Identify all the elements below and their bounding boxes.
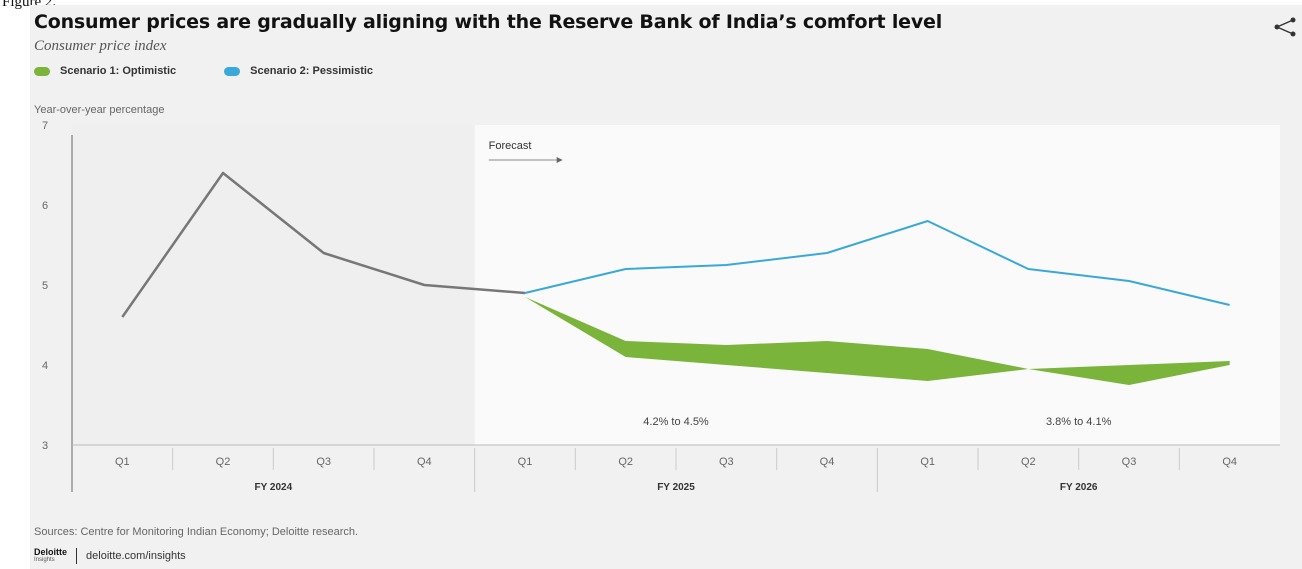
y-tick-label-1: 4 bbox=[42, 360, 48, 372]
share-icon[interactable] bbox=[1272, 16, 1298, 38]
x-tick-label-10: Q3 bbox=[1122, 456, 1137, 468]
x-tick-label-3: Q4 bbox=[417, 456, 432, 468]
y-tick-label-2: 5 bbox=[42, 280, 48, 292]
figure-label: Figure 2. bbox=[2, 0, 56, 10]
footer: Deloitte Insights deloitte.com/insights bbox=[34, 547, 186, 565]
x-tick-label-1: Q2 bbox=[216, 456, 231, 468]
x-tick-label-2: Q3 bbox=[316, 456, 331, 468]
source-note: Sources: Centre for Monitoring Indian Ec… bbox=[34, 526, 359, 538]
x-tick-label-11: Q4 bbox=[1222, 456, 1237, 468]
legend-swatch-optimistic bbox=[34, 66, 50, 76]
fiscal-year-label-1: FY 2025 bbox=[657, 482, 695, 493]
fiscal-year-label-0: FY 2024 bbox=[255, 482, 293, 493]
fiscal-year-label-2: FY 2026 bbox=[1060, 482, 1098, 493]
range-annotation-0: 4.2% to 4.5% bbox=[643, 416, 709, 428]
footer-url[interactable]: deloitte.com/insights bbox=[86, 550, 186, 562]
legend-label-pessimistic: Scenario 2: Pessimistic bbox=[250, 65, 374, 77]
x-tick-label-4: Q1 bbox=[518, 456, 533, 468]
series-historical-line bbox=[121, 171, 526, 318]
x-tick-label-0: Q1 bbox=[115, 456, 130, 468]
x-tick-label-5: Q2 bbox=[618, 456, 633, 468]
legend-swatch-pessimistic bbox=[224, 66, 241, 76]
forecast-region bbox=[474, 125, 1281, 445]
y-tick-label-0: 3 bbox=[42, 440, 48, 452]
x-tick-label-6: Q3 bbox=[719, 456, 734, 468]
y-tick-label-4: 7 bbox=[42, 120, 48, 132]
legend-label-optimistic: Scenario 1: Optimistic bbox=[60, 65, 177, 77]
logo-main: Deloitte bbox=[34, 547, 68, 557]
x-tick-label-8: Q1 bbox=[920, 456, 935, 468]
y-tick-label-3: 6 bbox=[42, 200, 48, 212]
legend-item-pessimistic: Scenario 2: Pessimistic bbox=[224, 65, 373, 77]
forecast-arrow-head bbox=[556, 157, 563, 163]
deloitte-logo: Deloitte Insights bbox=[34, 547, 78, 564]
y-axis-label: Year-over-year percentage bbox=[34, 104, 165, 116]
x-tick-label-7: Q4 bbox=[820, 456, 835, 468]
logo-sub: Insights bbox=[34, 557, 55, 563]
series-optimistic-band bbox=[525, 297, 1230, 385]
legend-item-optimistic: Scenario 1: Optimistic bbox=[34, 65, 176, 77]
legend: Scenario 1: Optimistic Scenario 2: Pessi… bbox=[34, 62, 421, 80]
range-annotation-1: 3.8% to 4.1% bbox=[1046, 416, 1112, 428]
x-tick-label-9: Q2 bbox=[1021, 456, 1036, 468]
forecast-label: Forecast bbox=[489, 140, 532, 152]
chart-subtitle: Consumer price index bbox=[34, 38, 167, 54]
chart-title: Consumer prices are gradually aligning w… bbox=[34, 11, 943, 33]
series-pessimistic-line bbox=[524, 220, 1230, 306]
